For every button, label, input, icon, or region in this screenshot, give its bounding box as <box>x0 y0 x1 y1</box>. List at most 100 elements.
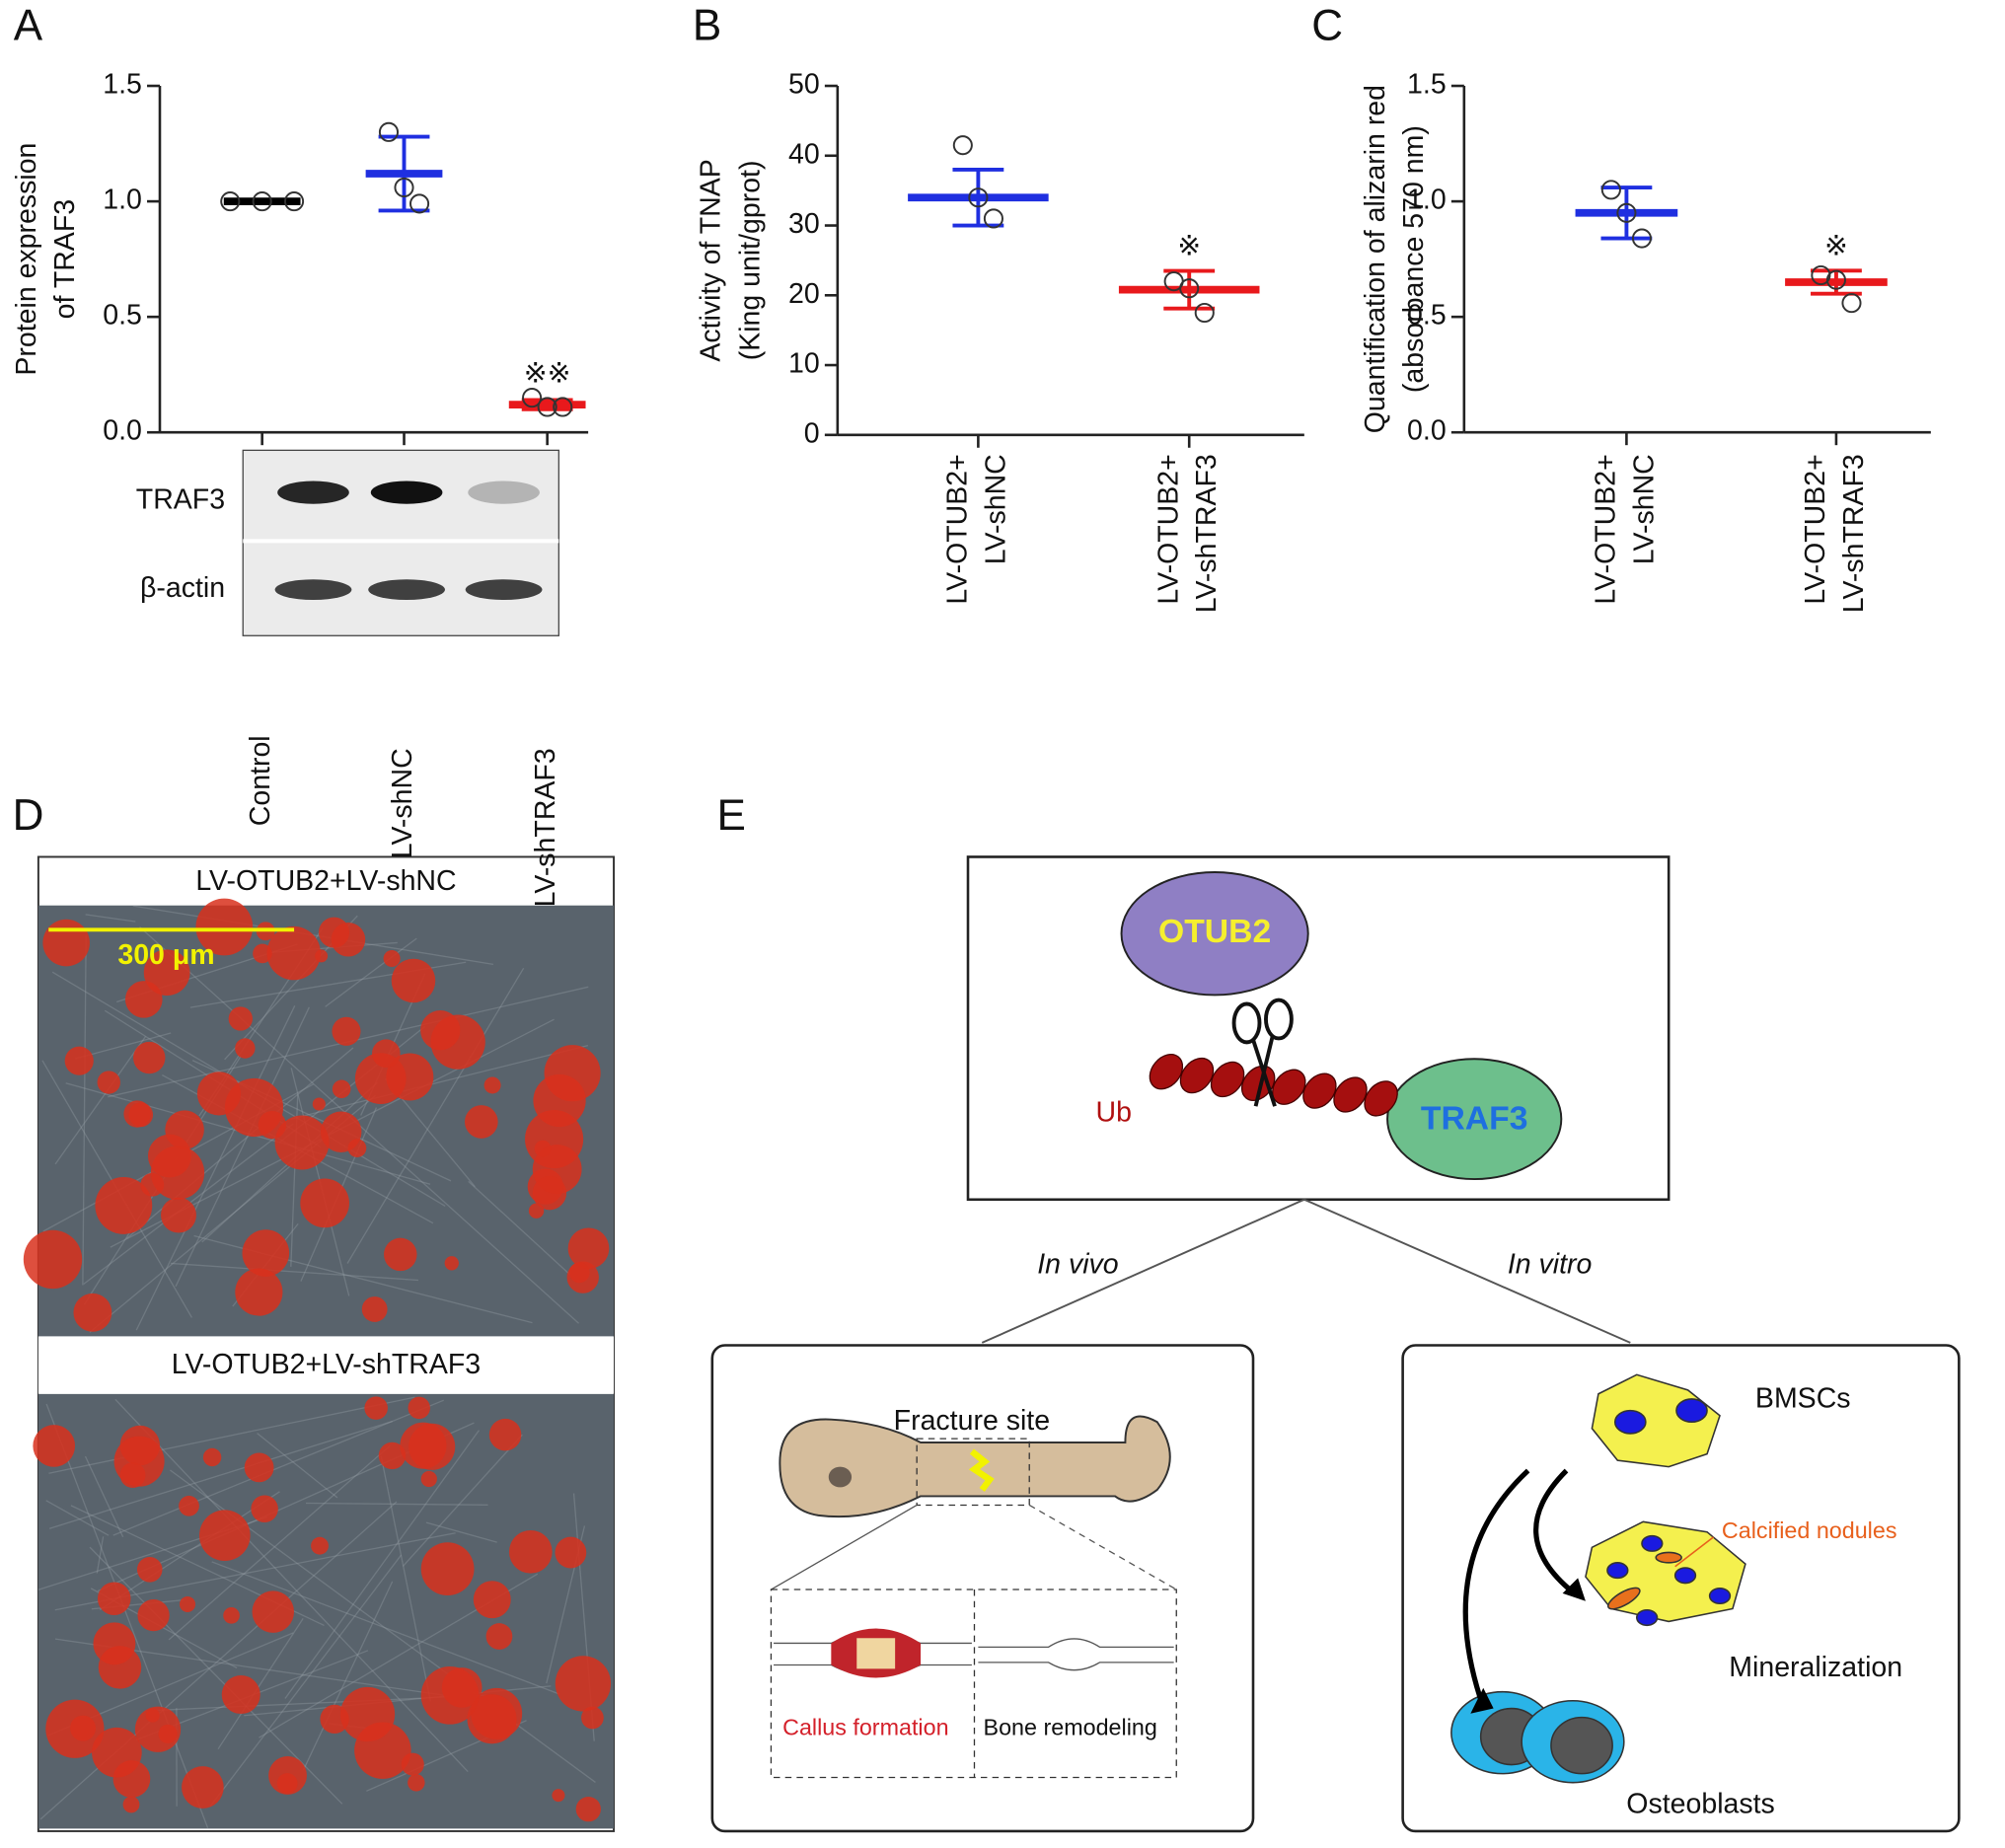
cell-texture <box>85 914 136 923</box>
stain-nodule <box>339 1686 396 1742</box>
x-tick-label: LV-shTRAF3 <box>1191 454 1223 613</box>
stain-nodule <box>401 1752 424 1776</box>
stain-nodule <box>251 1495 278 1522</box>
cell-texture <box>380 1455 431 1702</box>
ub-unit <box>1272 1069 1306 1105</box>
data-point <box>284 191 305 212</box>
y-axis-label: (King unit/gprot) <box>735 161 767 361</box>
cell-texture <box>209 1554 403 1808</box>
y-tick-label: 1.0 <box>103 185 142 216</box>
x-tick-label: LV-OTUB2+ <box>1591 454 1622 604</box>
enzyme-label: OTUB2 <box>1158 914 1271 950</box>
band <box>465 579 543 600</box>
stain-nodule <box>420 1010 461 1051</box>
mechanism-box <box>966 855 1671 1202</box>
data-point <box>1616 202 1637 223</box>
cell-texture <box>48 1420 394 1529</box>
y-axis-label: Protein expression <box>11 143 42 376</box>
ub-unit <box>1333 1076 1368 1113</box>
branch-label: In vitro <box>1508 1249 1593 1281</box>
significance: ※ <box>1177 231 1201 262</box>
stain-nodule <box>179 1595 196 1613</box>
y-axis-label: (absorbance 570 nm) <box>1398 125 1430 393</box>
stain-nodule <box>575 1796 601 1822</box>
cell-texture <box>84 1455 124 1538</box>
band <box>468 480 540 504</box>
cell-texture <box>302 1581 394 1771</box>
data-point <box>1600 180 1621 200</box>
stain-nodule <box>274 1115 330 1170</box>
cell-texture <box>325 937 417 1007</box>
stain-nodule <box>464 1105 498 1139</box>
y-tick-label: 0.0 <box>1407 415 1447 447</box>
traf3-shape <box>1386 1058 1563 1181</box>
stain-nodule <box>97 1071 120 1094</box>
cell-texture <box>175 1006 310 1288</box>
stain-nodule <box>528 1203 545 1219</box>
panel-label: B <box>693 1 721 49</box>
cell-texture <box>290 1044 589 1120</box>
stain-nodule <box>420 1470 437 1488</box>
stain-nodule <box>70 1715 97 1741</box>
stain-nodule <box>133 1041 166 1074</box>
cell-texture <box>346 967 525 1264</box>
data-point <box>553 397 573 417</box>
cell-texture <box>284 1430 480 1699</box>
stain-nodule <box>23 1229 83 1290</box>
cell-texture <box>170 1262 418 1282</box>
y-tick-label: 50 <box>788 69 820 101</box>
cells <box>1450 1373 1746 1784</box>
stain-nodule <box>300 1178 349 1228</box>
stain-nodule <box>228 1006 253 1031</box>
bone <box>770 1415 1177 1779</box>
stain-nodule <box>122 1796 140 1813</box>
stain-nodule <box>332 1079 351 1099</box>
data-point <box>522 388 543 408</box>
stain-nodule <box>92 1727 142 1778</box>
data-point <box>968 187 989 208</box>
y-tick-label: 0 <box>804 417 820 449</box>
stain-nodule <box>508 1529 553 1574</box>
stain-nodule <box>364 1396 388 1420</box>
stain-nodule <box>223 1607 240 1624</box>
stain-nodule <box>488 1418 522 1451</box>
stain-nodule <box>195 898 254 956</box>
stain-nodule <box>137 1599 170 1632</box>
stain-nodule <box>567 1227 610 1270</box>
cell-texture <box>45 1403 209 1828</box>
cell-texture <box>54 1036 147 1165</box>
arrowhead <box>1470 1687 1494 1714</box>
cell-texture <box>82 934 87 1286</box>
data-point <box>537 397 557 417</box>
x-tick-label: LV-shTRAF3 <box>1838 454 1870 613</box>
cell-texture <box>211 1561 560 1695</box>
y-tick-label: 0.5 <box>1407 300 1447 332</box>
cell-texture <box>114 1398 469 1772</box>
branch-label: In vivo <box>1037 1249 1118 1281</box>
x-tick-label: LV-shNC <box>387 748 418 858</box>
cell-texture <box>99 1491 280 1611</box>
scissors <box>1231 998 1294 1107</box>
cell-texture <box>425 1521 497 1543</box>
stage-label: Callus formation <box>782 1714 948 1739</box>
blot-label: TRAF3 <box>136 484 225 516</box>
cell-texture <box>257 1433 338 1499</box>
stain-nodule <box>320 1704 349 1735</box>
substrate-label: TRAF3 <box>1421 1100 1528 1137</box>
stain-nodule <box>552 1789 565 1803</box>
image-caption: LV-OTUB2+LV-shTRAF3 <box>172 1349 481 1380</box>
panel-label: E <box>717 791 746 840</box>
x-tick-label: LV-shTRAF3 <box>530 748 561 907</box>
y-tick-label: 0.0 <box>103 415 142 447</box>
y-tick-label: 20 <box>788 278 820 310</box>
stain-nodule <box>354 1053 407 1104</box>
stain-nodule <box>383 949 401 968</box>
cell-texture <box>45 1500 110 1536</box>
stain-nodule <box>555 1656 612 1712</box>
stain-nodule <box>408 1774 425 1792</box>
stain-nodule <box>378 1441 407 1470</box>
stain-nodule <box>444 1256 459 1271</box>
stain-nodule <box>312 1097 326 1111</box>
stage-label: Bone remodeling <box>984 1714 1157 1739</box>
